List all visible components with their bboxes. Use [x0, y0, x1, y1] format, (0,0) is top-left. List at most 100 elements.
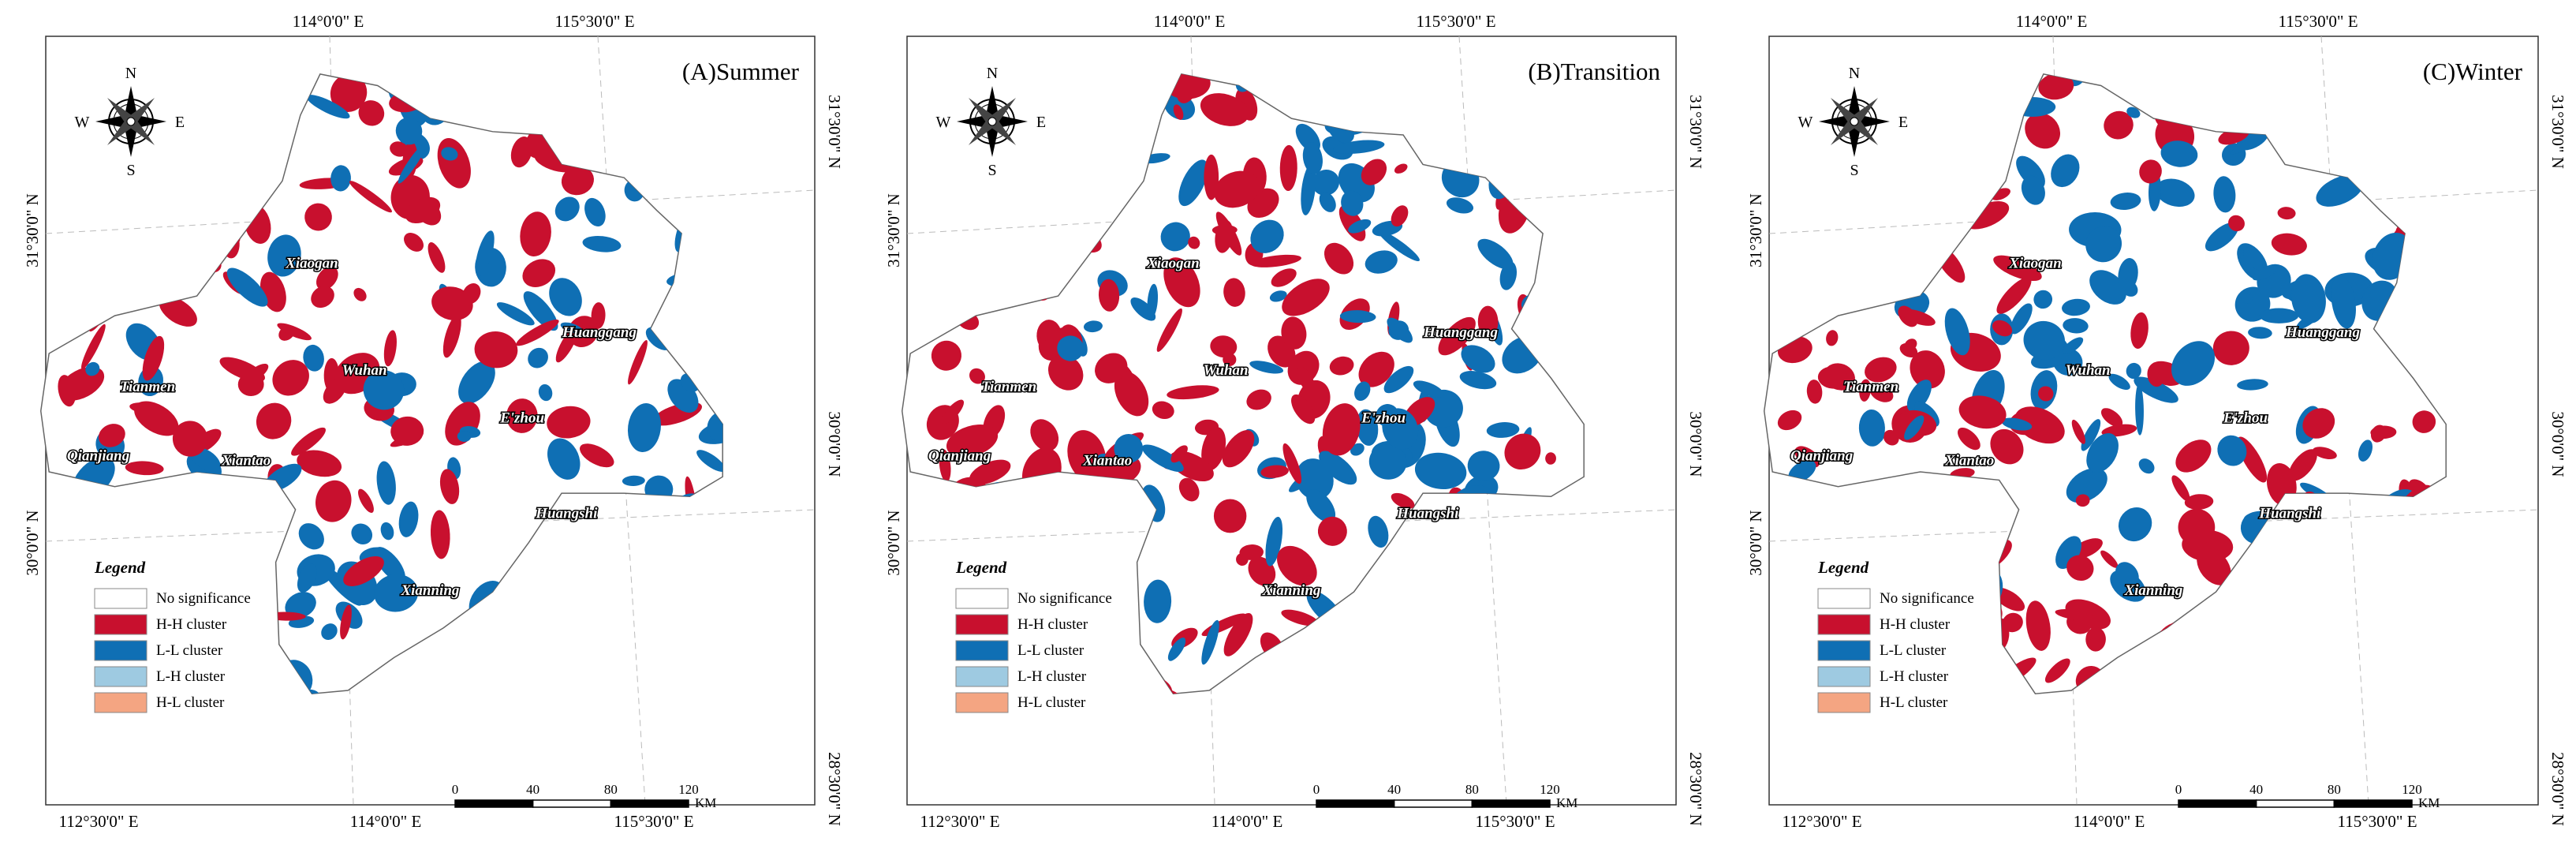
city-label: Xianning — [1261, 582, 1320, 599]
scale-tick: 120 — [1540, 782, 1560, 797]
cluster-patch — [1223, 278, 1245, 307]
left-label: 31°30'0" N — [1746, 193, 1765, 267]
bottom-label: 114°0'0" E — [2074, 812, 2145, 831]
city-label: Tianmen — [1843, 379, 1898, 395]
cluster-patch — [939, 449, 951, 482]
right-label: 31°30'0" N — [2548, 95, 2567, 169]
cluster-patch — [538, 383, 553, 402]
cluster-patch — [1341, 190, 1364, 216]
legend-swatch — [1817, 666, 1871, 687]
legend-label: L-L cluster — [156, 642, 223, 659]
cluster-patch — [931, 340, 961, 371]
cluster-patch — [58, 375, 76, 407]
cluster-patch — [2086, 433, 2119, 473]
right-label: 30°0'0" N — [1686, 411, 1705, 477]
cluster-patch — [1368, 515, 1389, 548]
top-label: 114°0'0" E — [2016, 12, 2088, 31]
cluster-patch — [330, 73, 368, 113]
cluster-patch — [555, 326, 578, 363]
cluster-patch — [1277, 545, 1317, 586]
cluster-patch — [2051, 154, 2080, 188]
cluster-patch — [303, 344, 324, 372]
cluster-patch — [272, 360, 309, 396]
scale-tick: 0 — [2175, 782, 2182, 797]
scale-segment — [2333, 799, 2413, 808]
right-label: 31°30'0" N — [825, 95, 844, 169]
cluster-patch — [404, 233, 424, 252]
cluster-patch — [81, 324, 106, 370]
cluster-patch — [2110, 193, 2141, 211]
left-label: 30°0'0" N — [884, 510, 903, 575]
right-label: 31°30'0" N — [1686, 95, 1705, 169]
bottom-label: 114°0'0" E — [1211, 812, 1283, 831]
bottom-label: 115°30'0" E — [1475, 812, 1555, 831]
cluster-patch — [969, 368, 985, 384]
cluster-patch — [285, 592, 316, 619]
cluster-patch — [2010, 303, 2033, 335]
cluster-patch — [1865, 357, 1897, 383]
cluster-patch — [1788, 459, 1816, 483]
cluster-patch — [2228, 215, 2245, 232]
bottom-label: 112°30'0" E — [58, 812, 138, 831]
compass-center — [126, 117, 136, 126]
cluster-patch — [1214, 170, 1260, 208]
cluster-patch — [2138, 458, 2155, 474]
cluster-patch — [439, 469, 460, 504]
map-panel: (B)Transition 114°0'0" E 115°30'0" E 112°30… — [884, 12, 1705, 831]
compass-label: W — [75, 114, 90, 131]
cluster-patch — [549, 278, 582, 316]
cluster-patch — [1170, 445, 1188, 463]
study-area — [901, 73, 1585, 694]
panel-title: (C)Winter — [2423, 58, 2523, 85]
city-label: Xiaogan — [285, 256, 338, 272]
left-label: 30°0'0" N — [23, 510, 42, 575]
cluster-patch — [1250, 219, 1284, 253]
legend-label: L-H cluster — [1017, 668, 1087, 685]
city-label: Wuhan — [342, 362, 387, 379]
legend-swatch — [1817, 692, 1871, 713]
cluster-patch — [2242, 247, 2263, 271]
cluster-patch — [474, 331, 518, 368]
cluster-patch — [1504, 433, 1541, 470]
cluster-patch — [1906, 380, 1932, 412]
graticule-line — [1458, 36, 1507, 806]
cluster-patch — [395, 117, 423, 145]
cluster-patch — [1545, 452, 1556, 465]
cluster-patch — [2100, 550, 2119, 568]
cluster-patch — [2062, 298, 2090, 316]
compass-label: E — [175, 114, 185, 131]
compass-center — [987, 117, 997, 126]
cluster-patch — [520, 211, 551, 257]
cluster-patch — [1319, 192, 1336, 212]
cluster-patch — [2085, 626, 2106, 652]
cluster-patch — [1222, 430, 1255, 468]
cluster-patch — [516, 319, 559, 346]
cluster-patch — [2302, 408, 2335, 439]
cluster-patch — [1904, 415, 1925, 440]
cluster-patch — [1990, 428, 2024, 465]
cluster-patch — [1859, 379, 1871, 402]
legend-label: L-L cluster — [1880, 642, 1947, 659]
city-label: Huanggang — [1423, 324, 1498, 341]
cluster-patch — [390, 416, 424, 446]
cluster-patch — [2313, 447, 2337, 460]
cluster-patch — [297, 450, 342, 477]
right-label: 30°0'0" N — [2548, 411, 2567, 477]
legend-label: H-L cluster — [1017, 694, 1086, 711]
right-label: 28°30'0" N — [1686, 752, 1705, 826]
compass-label: N — [987, 65, 998, 82]
cluster-patch — [415, 200, 442, 226]
city-label: E'zhou — [1361, 410, 1406, 427]
city-label: Qianjiang — [1790, 447, 1853, 464]
cluster-patch — [1358, 351, 1394, 387]
cluster-patch — [1098, 279, 1120, 312]
cluster-patch — [1901, 309, 1936, 326]
compass-label: S — [987, 162, 996, 179]
cluster-patch — [159, 296, 197, 327]
city-label: Xiantao — [1944, 453, 1994, 469]
cluster-patch — [2014, 406, 2065, 444]
cluster-patch — [1160, 222, 1190, 252]
compass-center — [1850, 117, 1859, 126]
cluster-patch — [1348, 219, 1372, 234]
